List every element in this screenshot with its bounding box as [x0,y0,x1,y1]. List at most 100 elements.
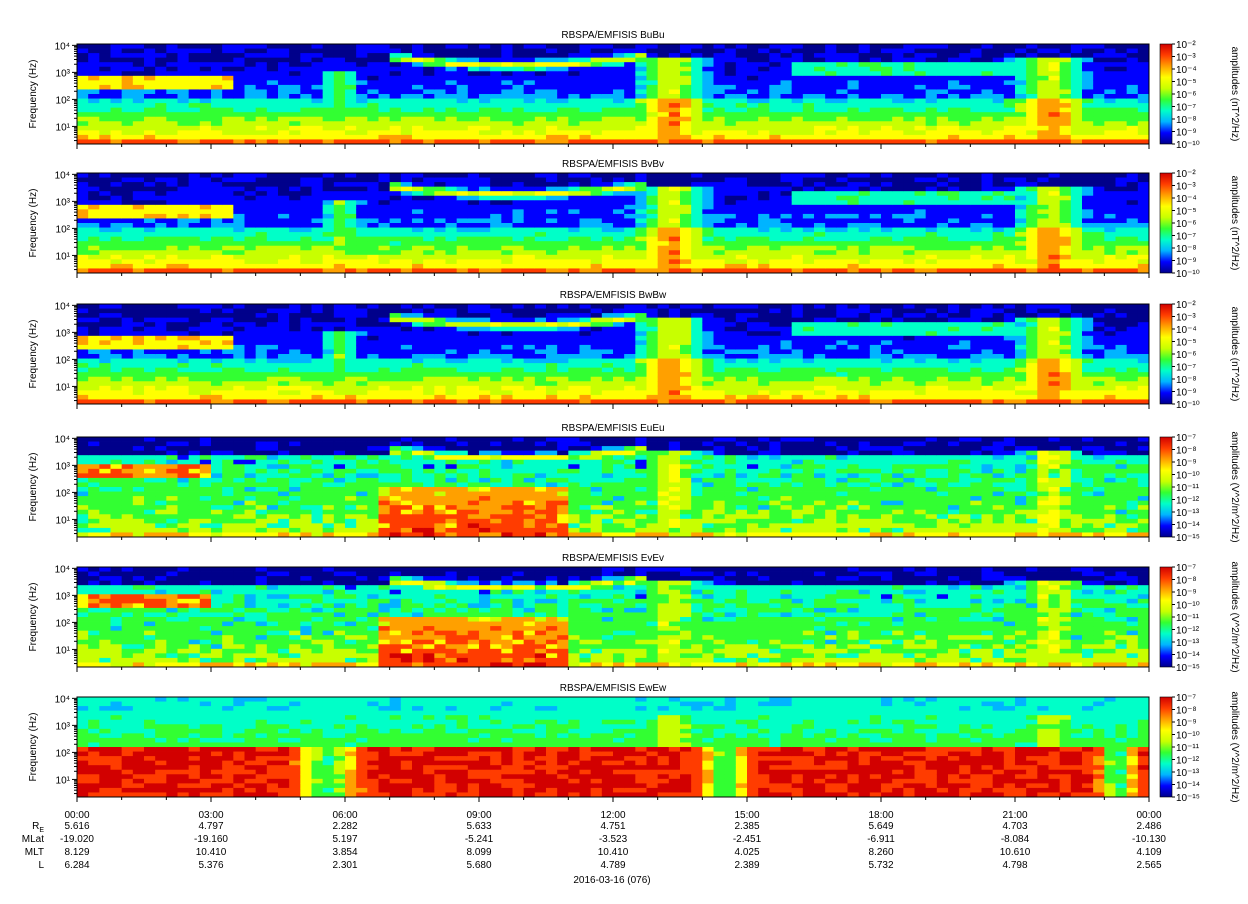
heatmap-cell [133,322,145,327]
heatmap-cell [669,200,681,205]
heatmap-cell [166,126,178,131]
heatmap-cell [557,259,569,264]
heatmap-cell [959,228,971,233]
heatmap-cell [736,232,748,237]
heatmap-cell [859,121,871,126]
heatmap-cell [278,322,290,327]
heatmap-cell [937,241,949,246]
heatmap-cell [88,318,100,323]
heatmap-cell [647,255,659,260]
heatmap-cell [334,130,346,135]
heatmap-cell [792,130,804,135]
heatmap-cell [256,318,268,323]
heatmap-cell [356,49,368,54]
heatmap-cell [1015,53,1027,58]
heatmap-cell [691,205,703,210]
heatmap-cell [881,44,893,49]
heatmap-cell [937,71,949,76]
heatmap-cell [546,121,558,126]
heatmap-cell [892,237,904,242]
heatmap-cell [490,71,502,76]
heatmap-cell [479,196,491,201]
heatmap-cell [88,359,100,364]
heatmap-cell [602,49,614,54]
heatmap-cell [926,214,938,219]
heatmap-cell [312,368,324,373]
heatmap-cell [691,178,703,183]
heatmap-cell [1060,44,1072,49]
heatmap-cell [211,191,223,196]
heatmap-cell [937,205,949,210]
heatmap-cell [434,130,446,135]
heatmap-cell [1015,232,1027,237]
heatmap-cell [1004,241,1016,246]
heatmap-cell [379,255,391,260]
heatmap-cell [546,130,558,135]
heatmap-cell [535,85,547,90]
heatmap-cell [524,237,536,242]
heatmap-cell [736,255,748,260]
heatmap-cell [859,117,871,122]
heatmap-cell [345,126,357,131]
heatmap-cell [278,214,290,219]
heatmap-cell [300,264,312,269]
heatmap-cell [1138,108,1150,113]
heatmap-cell [714,89,726,94]
heatmap-cell [222,126,234,131]
heatmap-cell [836,264,848,269]
heatmap-cell [300,94,312,99]
heatmap-cell [211,187,223,192]
heatmap-cell [289,99,301,104]
heatmap-cell [524,62,536,67]
heatmap-cell [345,390,357,395]
heatmap-cell [345,200,357,205]
heatmap-cell [501,85,513,90]
heatmap-cell [937,173,949,178]
heatmap-cell [546,228,558,233]
heatmap-cell [658,76,670,81]
heatmap-cell [501,94,513,99]
heatmap-cell [99,259,111,264]
heatmap-cell [1071,71,1083,76]
heatmap-cell [602,58,614,63]
heatmap-cell [848,232,860,237]
heatmap-cell [1004,112,1016,117]
heatmap-cell [356,218,368,223]
heatmap-cell [691,103,703,108]
heatmap-cell [356,94,368,99]
heatmap-cell [155,53,167,58]
heatmap-cell [948,218,960,223]
heatmap-cell [1116,76,1128,81]
heatmap-cell [781,94,793,99]
heatmap-cell [948,173,960,178]
heatmap-cell [490,126,502,131]
heatmap-cell [769,196,781,201]
heatmap-cell [568,49,580,54]
heatmap-cell [289,191,301,196]
heatmap-cell [111,363,123,368]
heatmap-cell [1004,108,1016,113]
heatmap-cell [1026,117,1038,122]
heatmap-cell [1138,250,1150,255]
heatmap-cell [881,264,893,269]
heatmap-cell [624,103,636,108]
heatmap-cell [1049,264,1061,269]
heatmap-cell [323,237,335,242]
heatmap-cell [233,246,245,251]
heatmap-cell [99,250,111,255]
heatmap-cell [222,94,234,99]
heatmap-cell [379,187,391,192]
heatmap-cell [903,205,915,210]
heatmap-cell [513,232,525,237]
heatmap-cell [647,99,659,104]
heatmap-cell [233,89,245,94]
heatmap-cell [647,228,659,233]
heatmap-cell [111,241,123,246]
heatmap-cell [524,130,536,135]
heatmap-cell [859,71,871,76]
heatmap-cell [557,62,569,67]
heatmap-cell [1071,49,1083,54]
heatmap-cell [1127,103,1139,108]
heatmap-cell [166,372,178,377]
heatmap-cell [245,232,257,237]
